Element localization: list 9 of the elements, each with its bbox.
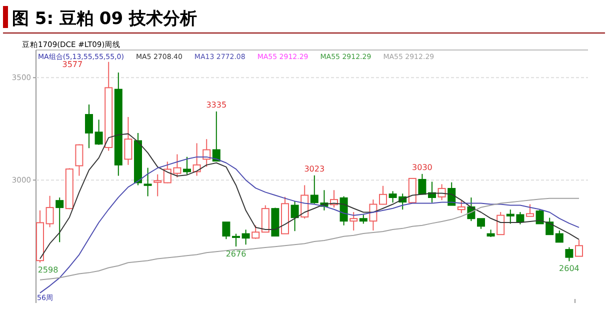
annotation: 3335	[206, 100, 227, 110]
annotation: 3023	[304, 164, 325, 174]
annotation: 2676	[226, 249, 246, 258]
annotation: 2598	[38, 265, 58, 274]
chart-title: 图 5: 豆粕 09 技术分析	[12, 9, 197, 29]
line-series	[40, 198, 580, 280]
annotation: 3577	[62, 60, 83, 69]
annotation: 2604	[559, 264, 580, 274]
annotation: 3030	[412, 162, 432, 172]
